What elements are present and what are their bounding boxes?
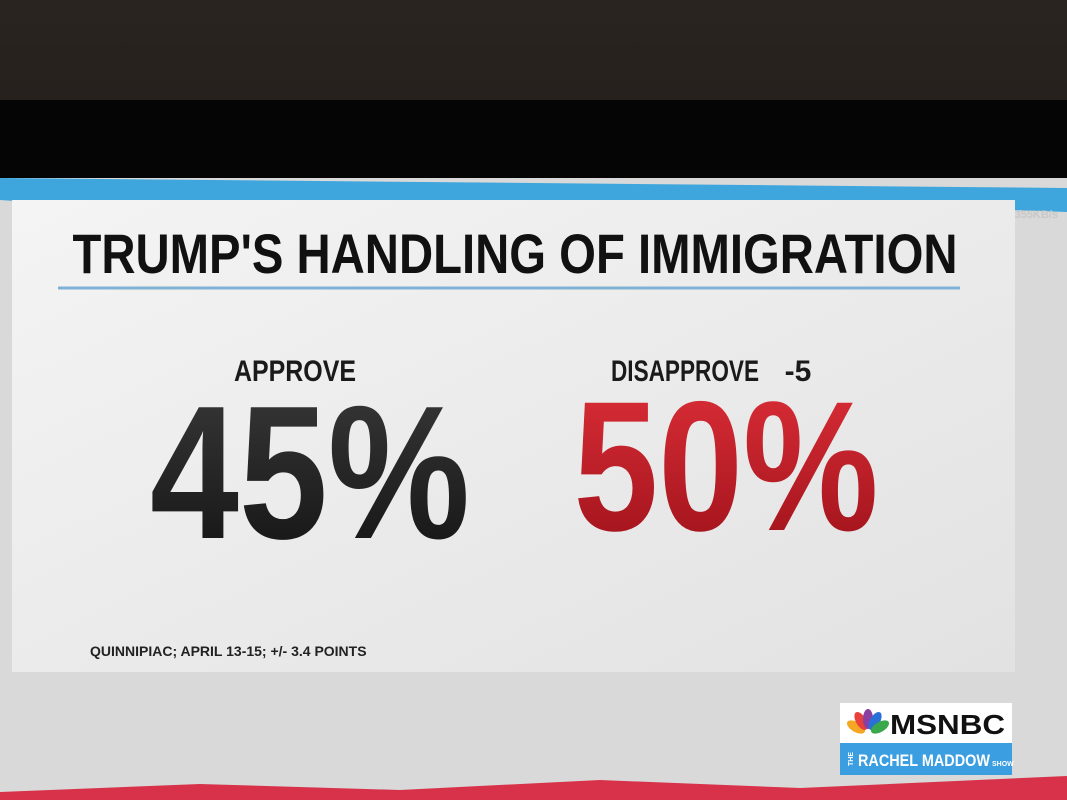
- logo-bottom: [840, 743, 1012, 775]
- title: TRUMP'S HANDLING OF IMMIGRATION: [73, 222, 958, 285]
- show-suffix: SHOW: [992, 761, 1014, 768]
- disapprove-label: DISAPPROVE: [611, 355, 759, 388]
- graphic-panel: [12, 200, 1015, 672]
- show-prefix: THE: [848, 752, 855, 766]
- overlay-text: 355KB/s: [1015, 209, 1058, 221]
- network-name: MSNBC: [890, 709, 1005, 740]
- red-torn-edge: [0, 776, 1067, 800]
- approve-value: 45%: [150, 367, 470, 579]
- peacock-icon: [846, 709, 890, 734]
- disapprove-value: 50%: [574, 364, 879, 570]
- disapprove-margin: -5: [785, 355, 812, 388]
- tv-bezel: [0, 100, 1067, 180]
- approve-label: APPROVE: [234, 355, 356, 388]
- source-note: QUINNIPIAC; APRIL 13-15; +/- 3.4 POINTS: [90, 643, 367, 659]
- network-logo: MSNBC THE RACHEL MADDOW SHOW: [840, 703, 1014, 775]
- show-name: RACHEL MADDOW: [858, 751, 991, 770]
